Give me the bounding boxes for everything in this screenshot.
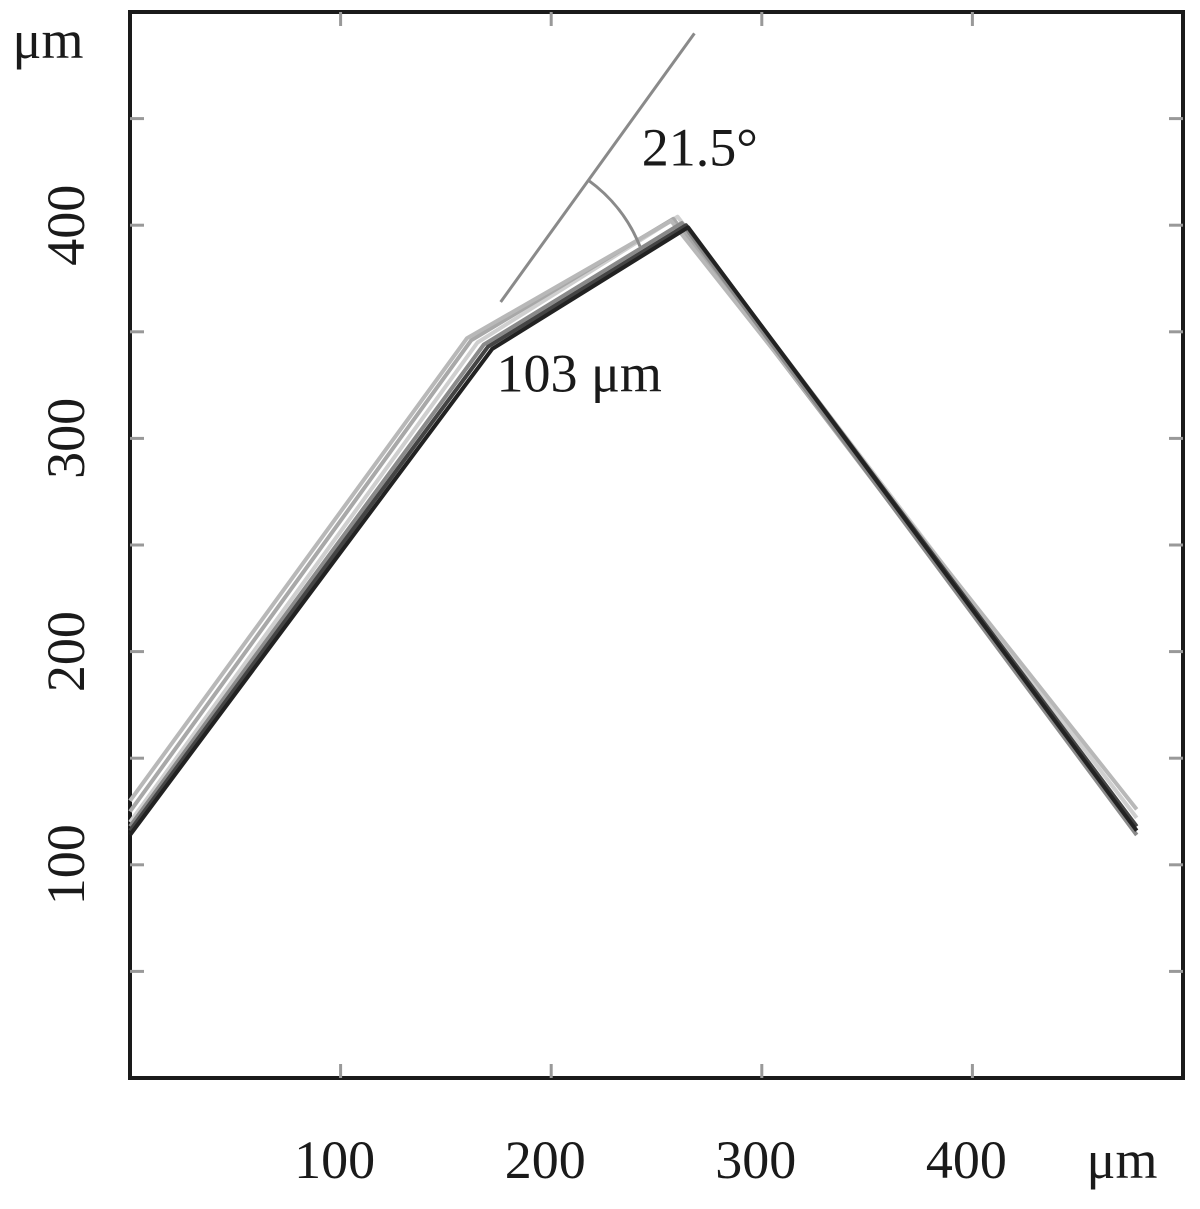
angle-annotation: 21.5° (642, 118, 758, 178)
axis-ticks (130, 12, 1183, 1078)
y-tick-label: 100 (36, 824, 96, 905)
series-layer (128, 214, 1139, 837)
x-tick-label: 300 (715, 1130, 796, 1190)
x-tick-label: 100 (294, 1130, 375, 1190)
series-line-3 (128, 218, 1139, 811)
series-line-2 (128, 216, 1139, 828)
y-tick-label: 300 (36, 398, 96, 479)
y-tick-label: 200 (36, 611, 96, 692)
x-tick-label: 200 (505, 1130, 586, 1190)
series-line-4 (128, 221, 1139, 837)
series-line-6 (128, 225, 1139, 837)
labels-layer: 100 200 300 400 100 200 300 400 μm μm 21.5° 103 μm (13, 10, 1158, 1190)
length-annotation: 103 μm (496, 343, 661, 403)
reference-layer (499, 32, 696, 303)
y-tick-label: 400 (36, 185, 96, 266)
x-tick-label: 400 (926, 1130, 1007, 1190)
angle-arc (587, 179, 642, 248)
series-line-5 (128, 223, 1139, 832)
y-axis-unit-label: μm (13, 10, 84, 70)
tangent-reference-line (499, 32, 696, 303)
x-axis-unit-label: μm (1087, 1130, 1158, 1190)
series-line-1 (128, 214, 1139, 824)
